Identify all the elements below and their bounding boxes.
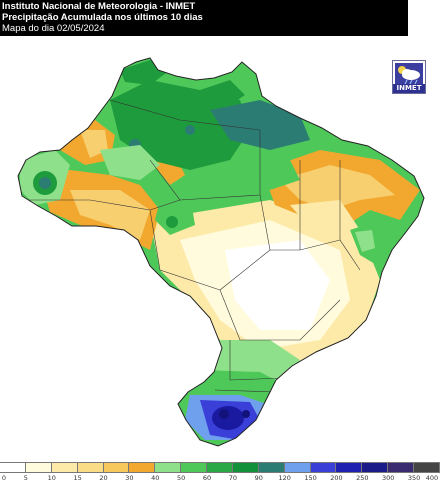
map-date: Mapa do dia 02/05/2024 xyxy=(2,23,105,35)
legend-label: 30 xyxy=(125,474,134,482)
legend-swatch xyxy=(258,462,285,473)
legend-swatch xyxy=(129,462,156,473)
institute-title: Instituto Nacional de Meteorologia - INM… xyxy=(2,1,196,12)
logo-name: INMET xyxy=(393,84,425,93)
legend-swatch xyxy=(207,462,233,473)
map-title: Precipitação Acumulada nos últimos 10 di… xyxy=(2,12,203,24)
legend-swatch xyxy=(232,462,259,473)
legend-swatch xyxy=(0,462,26,473)
legend-label: 200 xyxy=(330,474,343,482)
legend-label: 0 xyxy=(1,474,7,482)
legend-label: 70 xyxy=(228,474,238,482)
legend-label: 60 xyxy=(202,474,212,482)
legend-swatch xyxy=(284,462,311,473)
logo-sky-icon xyxy=(395,63,423,85)
legend-label: 90 xyxy=(254,474,263,482)
legend-label: 300 xyxy=(382,474,395,482)
precipitation-legend: 0 5 10 15 20 30 40 50 60 70 90 120 150 200 250 300 350 40… xyxy=(0,462,440,482)
legend-label: 5 xyxy=(23,474,28,482)
legend-label: 250 xyxy=(356,474,369,482)
legend-swatch xyxy=(181,462,207,473)
precipitation-map xyxy=(17,57,425,447)
legend-label: 400 xyxy=(425,474,439,482)
legend-label: 10 xyxy=(47,474,56,482)
legend-swatch xyxy=(103,462,130,473)
legend-label: 350 xyxy=(407,474,421,482)
legend-label: 50 xyxy=(177,474,186,482)
legend-label: 15 xyxy=(73,474,82,482)
legend-swatch xyxy=(336,462,363,473)
legend-swatch xyxy=(362,462,389,473)
legend-swatch xyxy=(51,462,78,473)
legend-swatch xyxy=(77,462,104,473)
legend-swatch xyxy=(310,462,337,473)
legend-label: 40 xyxy=(151,474,160,482)
legend-swatch xyxy=(155,462,182,473)
legend-label: 120 xyxy=(278,474,291,482)
legend-swatch xyxy=(25,462,52,473)
legend-label: 20 xyxy=(99,474,108,482)
inmet-logo: INMET xyxy=(392,60,426,94)
legend-swatch xyxy=(414,462,440,473)
map-header: Instituto Nacional de Meteorologia - INM… xyxy=(0,0,408,36)
legend-label: 150 xyxy=(304,474,317,482)
legend-color-bar xyxy=(0,462,440,473)
legend-swatch xyxy=(388,462,414,473)
